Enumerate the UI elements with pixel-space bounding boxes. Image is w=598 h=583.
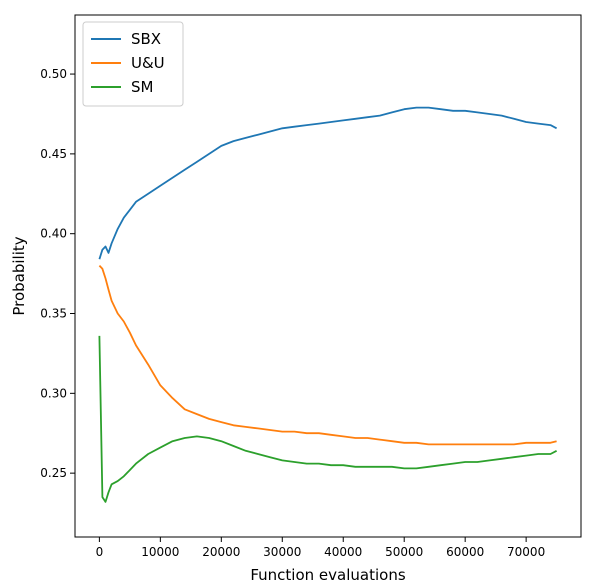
y-tick-label: 0.40 (40, 227, 67, 241)
x-tick-label: 70000 (507, 545, 545, 559)
legend-label: SM (131, 78, 153, 96)
x-tick-label: 50000 (385, 545, 423, 559)
y-tick-label: 0.50 (40, 67, 67, 81)
y-axis-label: Probability (10, 236, 28, 315)
y-axis: 0.25 0.30 0.35 0.40 0.45 0.50 (40, 67, 75, 480)
y-tick-label: 0.30 (40, 386, 67, 400)
series-line-sm (98, 335, 558, 503)
x-tick-label: 40000 (324, 545, 362, 559)
x-tick-label: 0 (96, 545, 104, 559)
x-axis-label: Function evaluations (250, 566, 405, 583)
y-tick-label: 0.25 (40, 466, 67, 480)
plot-area (98, 106, 558, 503)
x-tick-label: 20000 (202, 545, 240, 559)
legend-label: SBX (131, 30, 161, 48)
y-tick-label: 0.35 (40, 307, 67, 321)
x-tick-label: 30000 (263, 545, 301, 559)
series-line-u-u (98, 264, 557, 446)
axes-frame (74, 14, 582, 538)
legend-box (82, 21, 184, 107)
y-tick-label: 0.45 (40, 147, 67, 161)
legend: SBX U&U SM (82, 21, 184, 107)
x-tick-label: 60000 (446, 545, 484, 559)
x-tick-label: 10000 (141, 545, 179, 559)
legend-label: U&U (131, 54, 165, 72)
x-axis: 0 10000 20000 30000 40000 50000 60000 70000 (96, 537, 545, 559)
series-line-sbx (98, 106, 558, 260)
